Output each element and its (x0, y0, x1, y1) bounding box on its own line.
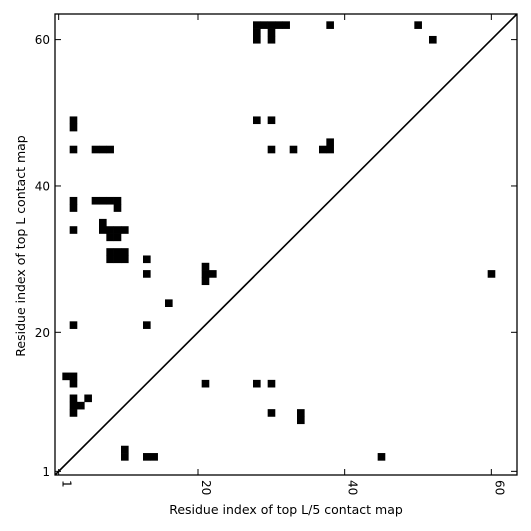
contact-cell (267, 379, 276, 388)
contact-cell (143, 321, 151, 329)
contact-cell (326, 145, 334, 154)
contact-cell (150, 453, 158, 461)
contact-cell (106, 233, 114, 242)
contact-cell (121, 248, 129, 256)
contact-cell (201, 262, 210, 271)
contact-cell (69, 196, 78, 205)
contact-cell (326, 21, 334, 29)
contact-cell (113, 204, 122, 212)
contact-cell (99, 145, 107, 154)
contact-cell (487, 270, 496, 278)
contact-cell (319, 145, 327, 154)
contact-cell (326, 138, 334, 147)
contact-cell (121, 255, 129, 264)
contact-cell (77, 401, 85, 410)
y-axis-ticks: 1 20 40 60 (35, 33, 517, 479)
contact-cell (267, 116, 276, 125)
contact-cell (121, 453, 129, 461)
diagonal-line (54, 13, 518, 476)
contact-cell (267, 28, 276, 37)
contact-cell (143, 453, 151, 461)
contact-cell (69, 123, 78, 132)
contact-cell (69, 372, 78, 381)
contact-cell (121, 445, 129, 454)
contact-cell (253, 21, 261, 29)
contact-cell (69, 204, 78, 212)
contact-cell (99, 196, 107, 205)
contact-cell (69, 226, 78, 234)
contact-cell (121, 226, 129, 234)
x-tick-label: 60 (492, 480, 506, 495)
contact-cell (69, 394, 78, 403)
contact-cell (267, 21, 276, 29)
contact-cell (289, 145, 298, 154)
contact-cell (91, 145, 100, 154)
contact-cell (106, 145, 114, 154)
contact-cell (106, 196, 114, 205)
x-axis-ticks: 1 20 40 60 (58, 14, 506, 495)
contact-cell (69, 321, 78, 329)
contact-cell (201, 379, 210, 388)
contact-cell (201, 270, 210, 278)
contact-cell (91, 196, 100, 205)
contact-cell (165, 299, 173, 307)
x-tick-label: 40 (346, 480, 360, 495)
contact-cell (113, 255, 122, 264)
y-tick-label: 1 (42, 465, 50, 479)
contact-cell (113, 196, 122, 205)
contact-cell (209, 270, 217, 278)
contact-cell (143, 270, 151, 278)
contact-cell (377, 453, 386, 461)
contact-cell (282, 21, 290, 29)
contact-cell (106, 255, 114, 264)
contact-cell (69, 409, 78, 417)
contact-cells (62, 21, 496, 461)
contact-cell (113, 233, 122, 242)
contact-cell (106, 248, 114, 256)
y-tick-label: 60 (35, 33, 50, 47)
contact-cell (429, 35, 437, 44)
x-tick-label: 20 (199, 480, 213, 495)
y-tick-label: 40 (35, 179, 50, 193)
contact-cell (414, 21, 422, 29)
x-tick-label: 1 (60, 480, 74, 488)
contact-cell (260, 21, 268, 29)
contact-cell (99, 218, 107, 227)
contact-cell (113, 226, 122, 234)
plot-frame (54, 13, 518, 476)
contact-cell (69, 401, 78, 410)
contact-cell (113, 248, 122, 256)
x-axis-label: Residue index of top L/5 contact map (169, 502, 403, 517)
contact-cell (69, 116, 78, 125)
y-tick-label: 20 (35, 326, 50, 340)
contact-cell (69, 379, 78, 388)
contact-cell (62, 372, 70, 381)
contact-cell (297, 416, 305, 425)
contact-cell (99, 226, 107, 234)
contact-cell (201, 277, 210, 286)
contact-cell (143, 255, 151, 264)
contact-cell (106, 226, 114, 234)
contact-cell (253, 116, 261, 125)
contact-cell (84, 394, 92, 403)
contact-cell (267, 145, 276, 154)
contact-cell (267, 409, 276, 417)
contact-cell (267, 35, 276, 44)
y-axis-label: Residue index of top L contact map (13, 135, 28, 356)
contact-cell (297, 409, 305, 417)
contact-cell (253, 35, 261, 44)
contact-cell (69, 145, 78, 154)
contact-cell (275, 21, 283, 29)
contact-cell (253, 379, 261, 388)
contact-cell (253, 28, 261, 37)
